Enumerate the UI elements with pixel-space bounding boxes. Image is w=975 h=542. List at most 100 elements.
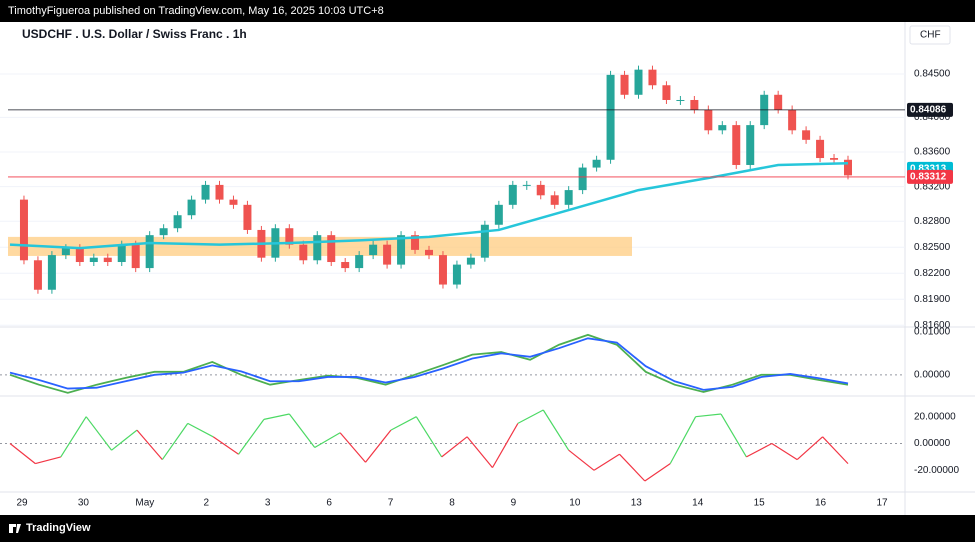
x-tick-label: 8 [449,498,455,509]
oscillator-segment [720,413,747,458]
oscillator-segment [771,442,798,461]
x-tick-label: 3 [265,498,271,509]
oscillator-segment [85,416,113,451]
candle [313,235,322,261]
price-label-box [907,102,953,117]
oscillator-segment [238,419,265,455]
indicator-line [9,337,849,391]
x-tick-label: 9 [511,498,517,509]
candle [61,248,70,256]
oscillator-segment [695,413,722,418]
candle [145,235,154,269]
y-tick-label: 0.81900 [914,294,951,305]
candle [285,228,294,245]
candle [718,125,727,131]
candle [592,159,601,168]
candle [229,199,238,205]
x-tick-label: 16 [815,498,827,509]
candle [103,257,112,263]
oscillator-segment [669,416,697,464]
x-tick-label: 17 [876,498,888,509]
candle [383,244,392,265]
oscillator-segment [365,429,392,463]
oscillator-segment [390,416,417,431]
oscillator-segment [288,413,316,448]
oscillator-segment [542,409,570,451]
candle [131,244,140,269]
candle [816,139,825,159]
moving-average [9,161,849,250]
candle [522,184,531,186]
x-tick-label: May [135,498,154,509]
candle [411,235,420,250]
candle [369,244,378,256]
x-tick-label: 15 [754,498,766,509]
x-tick-label: 10 [569,498,581,509]
candle [550,195,559,205]
candle [494,204,503,225]
oscillator-segment [796,436,824,461]
oscillator-segment [441,436,468,458]
x-tick-label: 13 [631,498,643,509]
oscillator-segment [187,422,214,438]
x-tick-label: 7 [388,498,394,509]
price-label: 0.83313 [910,163,947,174]
currency-box[interactable] [909,25,951,45]
y-tick-label: 20.00000 [914,411,956,422]
y-tick-label: 0.81600 [914,320,951,331]
oscillator-segment [644,463,671,482]
candle [452,264,461,285]
price-label-box [907,169,953,184]
candle [564,190,573,205]
price-label: 0.84086 [910,105,947,116]
candle [47,255,56,290]
bottom-bar [0,515,975,542]
candle [788,109,797,131]
candle [341,262,350,269]
candle [243,204,252,230]
oscillator-segment [517,409,544,424]
oscillator-segment [136,429,163,460]
publisher: TimothyFigueroa published on TradingView… [8,5,384,17]
candle [466,257,475,265]
oscillator-segment [568,449,595,471]
candle [89,257,98,263]
currency: CHF [920,30,941,41]
oscillator-segment [746,442,773,458]
candle [75,248,84,263]
candle [425,249,433,256]
candle [802,130,811,140]
y-tick-label: 0.83600 [914,147,951,158]
candle [33,260,42,290]
candle [676,99,685,101]
y-tick-label: 0.82800 [914,216,951,227]
candle [774,94,783,110]
price-label: 0.83312 [910,172,947,183]
oscillator-segment [415,416,443,458]
candle [732,125,741,165]
indicator-line [9,333,849,394]
candle [117,244,126,263]
y-tick-label: 0.00000 [914,438,951,449]
oscillator-segment [314,432,341,449]
x-tick-label: 2 [204,498,210,509]
candle [844,159,852,176]
brand: TradingView [26,522,91,534]
y-tick-label: -20.00000 [914,465,959,476]
oscillator-segment [619,453,646,482]
oscillator-segment [822,436,849,465]
candle [508,184,517,205]
oscillator-segment [111,429,138,451]
candle [438,255,447,285]
candle [327,235,336,263]
oscillator-segment [466,436,493,469]
y-tick-label: 0.82500 [914,242,951,253]
oscillator-segment [9,443,36,465]
top-bar [0,0,975,22]
oscillator-segment [161,423,189,460]
candle [662,85,671,100]
candle [397,235,406,265]
candle [215,184,224,200]
x-tick-label: 14 [692,498,704,509]
